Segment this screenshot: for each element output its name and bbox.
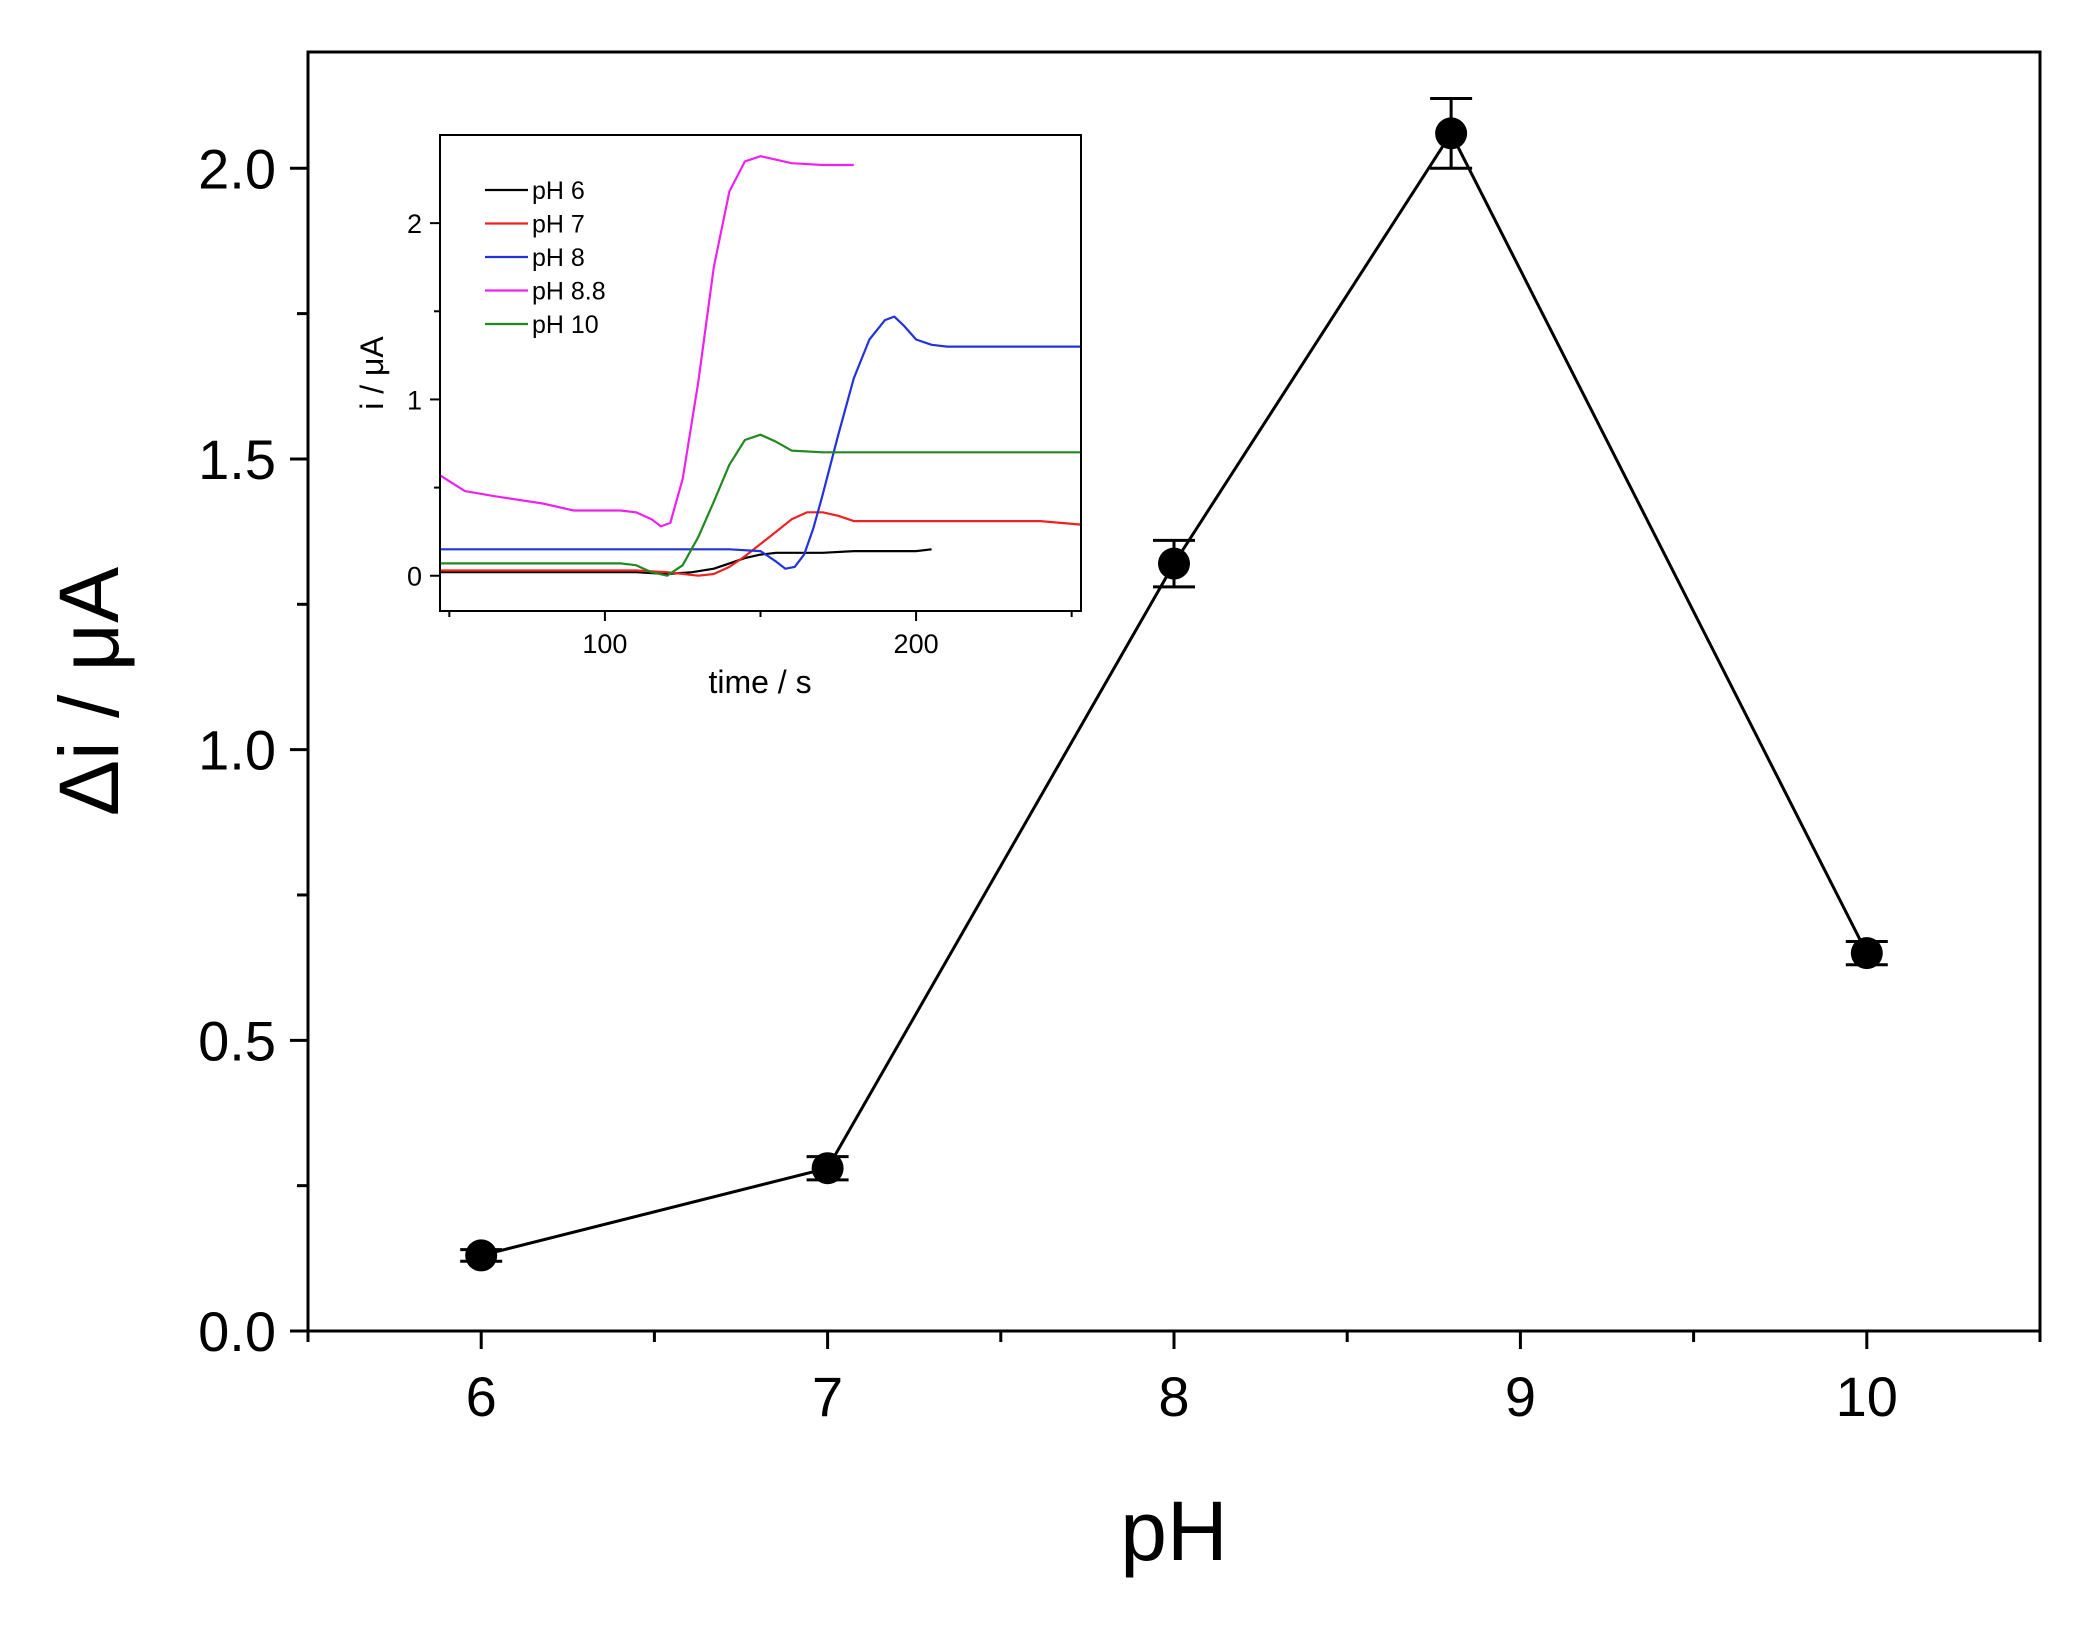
legend-item: pH 10	[485, 311, 599, 339]
main-x-tick-label: 8	[1158, 1365, 1189, 1428]
main-y-tick-label: 0.0	[198, 1300, 276, 1363]
main-y-tick-label: 1.5	[198, 428, 276, 491]
main-x-tick-label: 9	[1505, 1365, 1536, 1428]
inset-y-tick-label: 2	[407, 209, 422, 239]
legend-item: pH 8.8	[485, 278, 606, 306]
inset-y-tick-label: 0	[407, 562, 422, 592]
main-data-point	[465, 1239, 498, 1272]
inset-series-line-ph-8-8	[440, 155, 854, 528]
inset-series-line-ph-7	[440, 511, 1081, 577]
inset-y-tick-label: 1	[407, 385, 422, 415]
main-x-tick-label: 7	[812, 1365, 843, 1428]
inset-y-axis-title: i / μA	[354, 336, 390, 410]
legend-label: pH 10	[532, 311, 599, 339]
main-data-point	[1158, 547, 1190, 580]
main-data-point	[1435, 117, 1468, 150]
main-y-tick-label: 2.0	[198, 137, 276, 200]
main-x-axis-title: pH	[1120, 1484, 1227, 1578]
inset-chart: 100 200 0 1 2 time / s i / μA pH 6 pH 7 pH 8 pH 8.…	[354, 134, 1082, 700]
legend-label: pH 8	[532, 244, 585, 272]
inset-legend: pH 6 pH 7 pH 8 pH 8.8 pH 10	[485, 177, 606, 339]
main-y-tick-label: 1.0	[198, 719, 276, 782]
legend-label: pH 8.8	[532, 278, 606, 306]
inset-series-line-ph-8	[440, 315, 1081, 570]
legend-label: pH 7	[532, 211, 585, 239]
inset-series-line-ph-10	[440, 433, 1081, 577]
inset-x-tick-label: 100	[582, 629, 627, 659]
inset-background	[440, 135, 1081, 611]
main-x-tick-label: 6	[466, 1365, 497, 1428]
main-x-tick-label: 10	[1836, 1365, 1898, 1428]
legend-item: pH 7	[485, 211, 585, 239]
legend-label: pH 6	[532, 177, 585, 205]
inset-x-axis-title: time / s	[708, 664, 811, 700]
main-data-point	[811, 1152, 844, 1185]
inset-plot-frame	[439, 134, 1082, 612]
legend-item: pH 8	[485, 244, 585, 272]
legend-item: pH 6	[485, 177, 585, 205]
main-y-tick-label: 0.5	[198, 1009, 276, 1072]
inset-x-tick-label: 200	[894, 629, 939, 659]
inset-curves	[440, 155, 1081, 577]
main-data-point	[1850, 937, 1883, 970]
main-plot-frame	[306, 50, 2042, 1333]
main-y-axis-title: Δi / μA	[42, 567, 136, 816]
